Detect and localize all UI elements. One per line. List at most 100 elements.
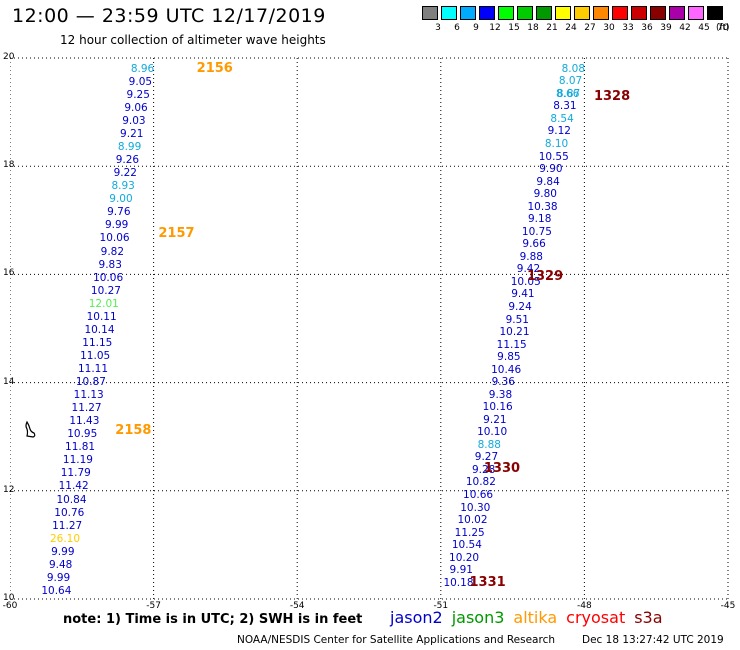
wave-height-label: 10.75	[521, 225, 552, 238]
wave-height-label: 10.27	[90, 284, 121, 297]
wave-height-label: 10.30	[460, 501, 491, 514]
colorbar-tick-label: 12	[489, 23, 501, 33]
wave-height-label: 9.66	[522, 238, 546, 251]
colorbar-tick-label: 39	[660, 23, 672, 33]
longitude-tick-label: -57	[146, 601, 161, 611]
wave-height-label: 8.88	[477, 438, 501, 451]
wave-height-label: 9.27	[474, 451, 499, 464]
wave-height-label: 10.76	[54, 506, 85, 519]
wave-height-label: 9.84	[536, 175, 560, 188]
wave-height-label: 10.11	[86, 310, 117, 323]
colorbar-swatch	[555, 6, 571, 20]
pass-number-label: 1330	[483, 461, 521, 477]
colorbar-swatch	[441, 6, 457, 20]
wave-height-label: 8.87	[556, 87, 581, 100]
colorbar-tick-label: 30	[603, 23, 615, 33]
pass-number-label: 1331	[469, 574, 506, 590]
wave-height-label: 8.54	[550, 112, 574, 125]
colorbar-tick-label: 27	[584, 23, 596, 33]
latitude-tick-label: 18	[3, 160, 15, 171]
wave-height-label: 11.27	[71, 402, 102, 415]
wave-height-label: 10.21	[499, 326, 530, 339]
wave-height-label: 10.06	[99, 232, 130, 245]
map-plot	[10, 57, 729, 600]
wave-height-label: 8.31	[553, 100, 577, 113]
colorbar-swatch	[536, 6, 552, 20]
colorbar-tick-label: 42	[679, 23, 691, 33]
colorbar-tick-label: 36	[641, 23, 653, 33]
wave-height-label: 9.12	[547, 125, 571, 138]
wave-height-label: 10.82	[465, 476, 496, 489]
colorbar-swatch	[498, 6, 514, 20]
wave-height-label: 10.16	[482, 401, 513, 414]
footer-note: note: 1) Time is in UTC; 2) SWH is in fe…	[63, 612, 363, 627]
wave-height-label: 8.07	[558, 75, 583, 88]
satellite-legend-cryosat: cryosat	[566, 608, 626, 627]
wave-height-label: 8.96	[130, 62, 155, 75]
wave-height-label: 12.01	[88, 297, 119, 310]
colorbar-swatch	[650, 6, 666, 20]
colorbar-swatch	[422, 6, 438, 20]
wave-height-label: 9.83	[98, 258, 122, 271]
wave-height-label: 9.85	[497, 351, 521, 364]
colorbar-swatch	[707, 6, 723, 20]
longitude-tick-label: -48	[577, 601, 592, 611]
wave-height-label: 10.10	[477, 426, 508, 439]
island-outline	[25, 420, 36, 438]
wave-height-label: 10.20	[449, 551, 480, 564]
wave-height-label: 10.38	[527, 200, 558, 213]
colorbar-swatch	[612, 6, 628, 20]
wave-height-label: 10.95	[67, 428, 98, 441]
colorbar-tick-label: 21	[546, 23, 558, 33]
colorbar-swatch	[631, 6, 647, 20]
map-title: 12:00 — 23:59 UTC 12/17/2019	[12, 5, 326, 27]
colorbar-swatch	[688, 6, 704, 20]
wave-height-label: 10.84	[56, 493, 87, 506]
wave-height-label: 9.18	[528, 213, 552, 226]
wave-height-label: 11.13	[73, 389, 104, 402]
wave-height-label: 9.36	[491, 376, 515, 389]
wave-height-label: 11.15	[496, 338, 527, 351]
map-subtitle: 12 hour collection of altimeter wave hei…	[60, 33, 326, 47]
wave-height-label: 9.99	[104, 219, 129, 232]
colorbar-tick-label: 6	[454, 23, 460, 33]
wave-height-label: 9.99	[51, 545, 75, 558]
latitude-tick-label: 20	[3, 52, 15, 62]
wave-height-label: 9.25	[126, 88, 150, 101]
wave-height-label: 9.38	[488, 388, 513, 401]
satellite-legend: jason2 jason3 altika cryosat s3a	[390, 608, 672, 627]
longitude-tick-label: -60	[2, 601, 18, 611]
wave-height-label: 8.10	[544, 138, 569, 151]
wave-height-label: 9.41	[511, 288, 535, 301]
pass-number-label: 2158	[115, 423, 152, 439]
colorbar-tick-label: 18	[527, 23, 539, 33]
pass-number-label: 1328	[593, 88, 631, 104]
longitude-tick-label: -45	[720, 601, 736, 611]
wave-height-label: 9.03	[122, 115, 146, 128]
colorbar-tick-label: 15	[508, 23, 520, 33]
wave-height-label: 26.10	[49, 532, 81, 545]
wave-height-label: 8.93	[111, 180, 135, 193]
satellite-legend-altika: altika	[513, 608, 558, 627]
colorbar-swatch	[593, 6, 609, 20]
wave-height-label: 11.81	[65, 441, 96, 454]
wave-height-label: 9.21	[120, 128, 144, 141]
pass-number-label: 2157	[158, 225, 195, 241]
colorbar-unit: (ft)	[716, 23, 730, 33]
wave-height-label: 8.66	[556, 87, 580, 100]
colorbar-swatch	[479, 6, 495, 20]
wave-height-label: 9.76	[107, 206, 131, 219]
satellite-legend-jason3: jason3	[451, 608, 505, 627]
pass-number-label: 2156	[196, 60, 233, 76]
wave-height-label: 10.66	[463, 489, 494, 502]
colorbar-tick-label: 70	[717, 23, 729, 33]
wave-height-label: 9.24	[508, 300, 532, 313]
colorbar-tick-label: 45	[698, 23, 710, 33]
wave-height-label: 9.88	[519, 250, 543, 263]
footer-timestamp: Dec 18 13:27:42 UTC 2019	[582, 634, 724, 646]
wave-height-label: 11.42	[58, 480, 89, 493]
colorbar-tick-label: 24	[565, 23, 577, 33]
wave-height-label: 9.82	[100, 245, 125, 258]
wave-height-label: 10.05	[510, 275, 541, 288]
colorbar-swatch	[669, 6, 685, 20]
